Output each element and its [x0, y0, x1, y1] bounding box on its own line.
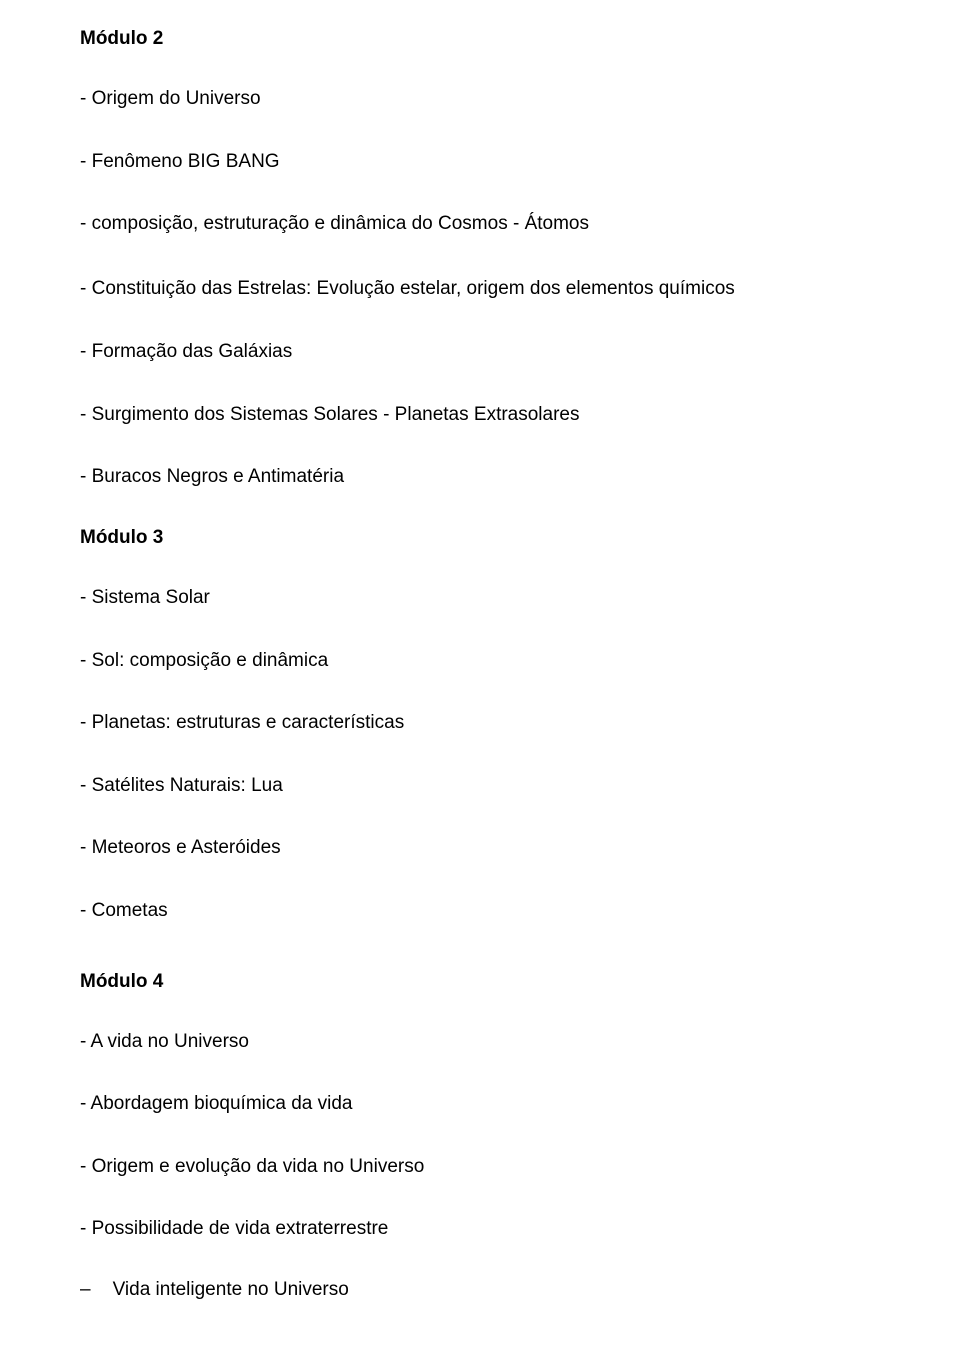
module-3-item: - Planetas: estruturas e características — [80, 710, 880, 737]
module-3-item: - Sistema Solar — [80, 585, 880, 612]
module-4-item: - Origem e evolução da vida no Universo — [80, 1154, 880, 1181]
module-3-item: - Satélites Naturais: Lua — [80, 773, 880, 800]
module-3-heading: Módulo 3 — [80, 527, 880, 549]
module-2-item: - Constituição das Estrelas: Evolução es… — [80, 274, 880, 303]
module-4-item: - Abordagem bioquímica da vida — [80, 1091, 880, 1118]
module-2-heading: Módulo 2 — [80, 28, 880, 50]
module-4-last-text: Vida inteligente no Universo — [113, 1279, 349, 1301]
module-2-item: - Fenômeno BIG BANG — [80, 149, 880, 176]
module-4-heading: Módulo 4 — [80, 971, 880, 993]
module-2-item: - Origem do Universo — [80, 86, 880, 113]
module-2-item: - Formação das Galáxias — [80, 339, 880, 366]
module-4-item: - A vida no Universo — [80, 1029, 880, 1056]
module-2-item: - Buracos Negros e Antimatéria — [80, 464, 880, 491]
module-3-item: - Meteoros e Asteróides — [80, 835, 880, 862]
dash-bullet: – — [80, 1279, 91, 1301]
module-2-item: - composição, estruturação e dinâmica do… — [80, 211, 880, 238]
module-3-item: - Cometas — [80, 898, 880, 925]
module-4-item: - Possibilidade de vida extraterrestre — [80, 1216, 880, 1243]
module-4-item-last: – Vida inteligente no Universo — [80, 1279, 880, 1301]
module-3-item: - Sol: composição e dinâmica — [80, 648, 880, 675]
module-2-item: - Surgimento dos Sistemas Solares - Plan… — [80, 402, 880, 429]
